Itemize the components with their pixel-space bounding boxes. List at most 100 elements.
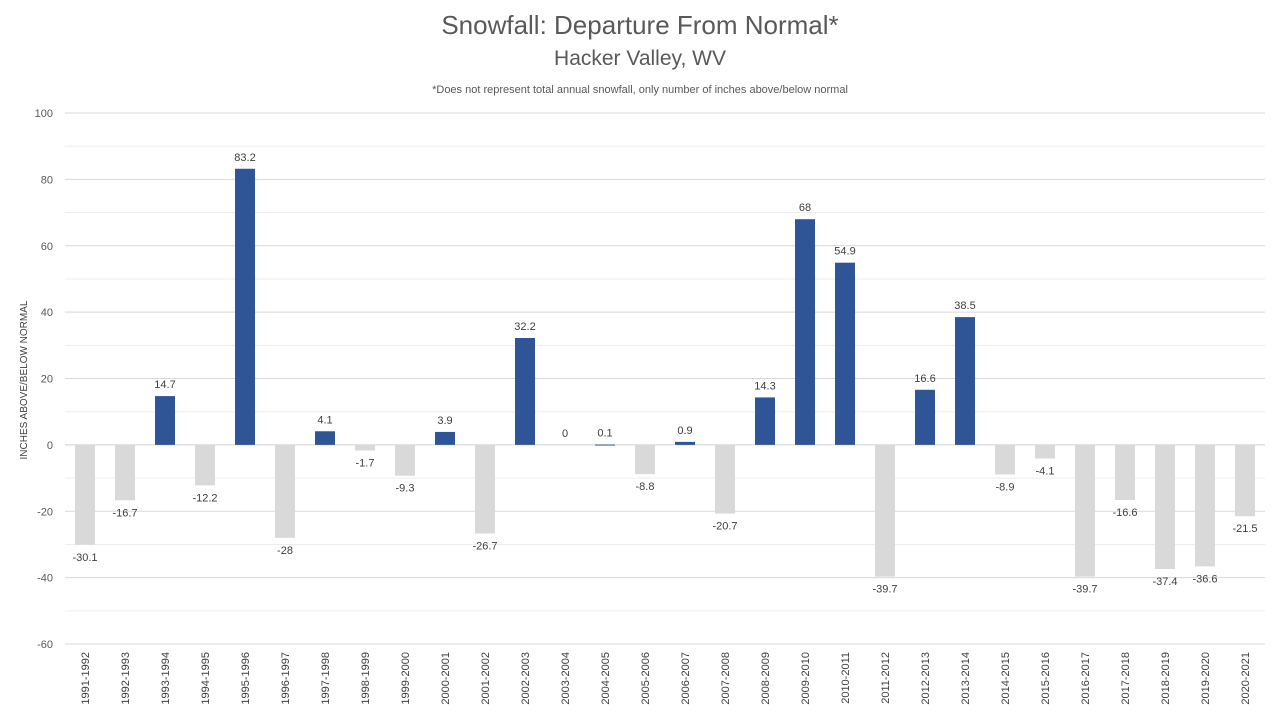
bar-1996-1997: [275, 444, 295, 538]
data-label: 3.9: [437, 415, 452, 427]
y-tick-label: -40: [37, 573, 53, 585]
x-tick-label: 1998-1999: [360, 652, 372, 705]
x-tick-label: 2001-2002: [480, 652, 492, 705]
data-label: 83.2: [234, 152, 255, 164]
x-tick-label: 2000-2001: [440, 652, 452, 705]
x-tick-label: 2014-2015: [1000, 652, 1012, 705]
data-label: -9.3: [396, 483, 415, 495]
bar-1998-1999: [355, 444, 375, 451]
data-label: 54.9: [834, 246, 855, 258]
x-tick-label: 2005-2006: [640, 652, 652, 705]
bar-2015-2016: [1035, 444, 1055, 459]
bar-2013-2014: [955, 317, 975, 445]
x-tick-label: 2020-2021: [1240, 652, 1252, 705]
bar-2002-2003: [515, 338, 535, 445]
data-label: -1.7: [356, 458, 375, 470]
y-tick-label: 100: [35, 108, 53, 120]
x-tick-label: 2016-2017: [1080, 652, 1092, 705]
data-label: -16.7: [112, 507, 137, 519]
data-label: 16.6: [914, 373, 935, 385]
data-label: -28: [277, 545, 293, 557]
x-tick-label: 2008-2009: [760, 652, 772, 705]
y-tick-label: 40: [41, 307, 53, 319]
x-tick-label: 2018-2019: [1160, 652, 1172, 705]
data-labels: -30.1 -16.7 14.7 -12.2 83.2 -28 4.1 -1.7 -9.3 3.9…: [72, 152, 1257, 596]
data-label: -36.6: [1192, 573, 1217, 585]
data-label: 68: [799, 202, 811, 214]
chart-note: *Does not represent total annual snowfal…: [432, 84, 848, 96]
x-tick-label: 2019-2020: [1200, 652, 1212, 705]
data-label: -26.7: [472, 540, 497, 552]
bar-1991-1992: [75, 444, 95, 545]
bar-2017-2018: [1115, 444, 1135, 500]
bar-2005-2006: [635, 444, 655, 475]
bar-1999-2000: [395, 444, 415, 476]
chart-subtitle: Hacker Valley, WV: [554, 47, 726, 70]
data-label: 0.9: [677, 425, 692, 437]
data-label: -30.1: [72, 552, 97, 564]
x-tick-label: 2011-2012: [880, 652, 892, 704]
bar-2009-2010: [795, 219, 815, 445]
data-label: -4.1: [1036, 465, 1055, 477]
data-label: 38.5: [954, 300, 975, 312]
bar-2006-2007: [675, 441, 695, 445]
bar-2011-2012: [875, 444, 895, 577]
bar-2016-2017: [1075, 444, 1095, 577]
bar-2001-2002: [475, 444, 495, 534]
bar-2020-2021: [1235, 444, 1255, 517]
x-tick-label: 1999-2000: [400, 652, 412, 705]
y-tick-label: 20: [41, 374, 53, 386]
x-tick-label: 2009-2010: [800, 652, 812, 705]
data-label: 32.2: [514, 321, 535, 333]
x-tick-label: 2003-2004: [560, 652, 572, 705]
bar-2000-2001: [435, 431, 455, 445]
bar-2004-2005: [595, 444, 615, 446]
x-tick-label: 1997-1998: [320, 652, 332, 705]
x-tick-label: 1992-1993: [120, 652, 132, 705]
x-tick-label: 2010-2011: [840, 652, 852, 704]
data-label: -39.7: [872, 584, 897, 596]
chart-title: Snowfall: Departure From Normal*: [441, 10, 838, 40]
x-tick-label: 2007-2008: [720, 652, 732, 705]
x-tick-label: 2002-2003: [520, 652, 532, 705]
data-label: -8.9: [996, 481, 1015, 493]
x-tick-label: 1994-1995: [200, 652, 212, 705]
data-label: 0: [562, 428, 568, 440]
x-tick-label: 2013-2014: [960, 652, 972, 705]
x-axis-ticks: 1991-1992 1992-1993 1993-1994 1994-1995 1995…: [80, 652, 1252, 705]
bar-1992-1993: [115, 444, 135, 501]
bar-1994-1995: [195, 444, 215, 486]
x-tick-label: 1993-1994: [160, 652, 172, 705]
bar-1997-1998: [315, 431, 335, 445]
bar-1993-1994: [155, 396, 175, 445]
bar-2010-2011: [835, 262, 855, 445]
y-tick-label: 0: [47, 440, 53, 452]
data-label: -39.7: [1072, 584, 1097, 596]
y-axis-ticks: 100 80 60 40 20 0 -20 -40 -60: [35, 108, 53, 651]
data-label: -21.5: [1232, 523, 1257, 535]
bar-2008-2009: [755, 397, 775, 445]
x-tick-label: 2017-2018: [1120, 652, 1132, 705]
bar-2014-2015: [995, 444, 1015, 475]
y-axis-label: INCHES ABOVE/BELOW NORMAL: [19, 300, 30, 459]
x-tick-label: 1991-1992: [80, 652, 92, 705]
bar-2007-2008: [715, 444, 735, 514]
x-tick-label: 2004-2005: [600, 652, 612, 705]
data-label: 14.7: [154, 379, 175, 391]
bar-2019-2020: [1195, 444, 1215, 567]
data-label: -16.6: [1112, 507, 1137, 519]
bar-1995-1996: [235, 168, 255, 445]
x-tick-label: 2006-2007: [680, 652, 692, 705]
data-label: 14.3: [754, 380, 775, 392]
x-tick-label: 2012-2013: [920, 652, 932, 705]
data-label: -8.8: [636, 481, 655, 493]
bar-2012-2013: [915, 389, 935, 445]
y-tick-label: -20: [37, 506, 53, 518]
data-label: 4.1: [317, 414, 332, 426]
data-label: -37.4: [1152, 576, 1177, 588]
y-tick-label: -60: [37, 639, 53, 651]
bars: [75, 168, 1255, 577]
x-tick-label: 1995-1996: [240, 652, 252, 705]
